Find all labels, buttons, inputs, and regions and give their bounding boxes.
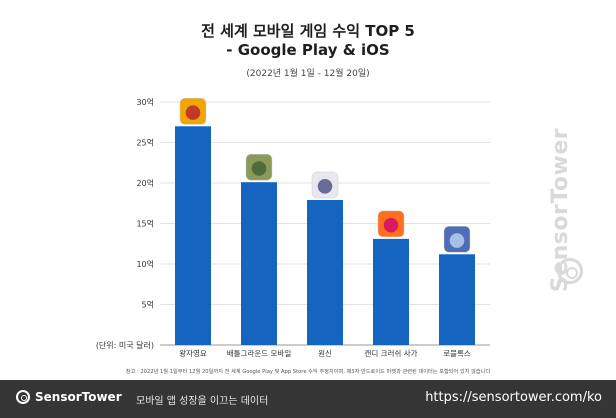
chart-title: 전 세계 모바일 게임 수익 TOP 5 [201, 22, 415, 40]
roblox-icon [443, 226, 471, 253]
footer-logo: SensorTower [16, 390, 122, 404]
chart-title-line2: - Google Play & iOS [226, 41, 390, 59]
y-tick-label: 5억 [142, 300, 154, 310]
y-tick-label: 25억 [136, 138, 154, 148]
x-category-label: 캔디 크러쉬 사가 [364, 348, 417, 358]
bar-chart: 5억 10억 15억 20억 25억 30억 (단위: 미국 달러) 왕자영요 배틀그라운드 모… [96, 97, 490, 358]
watermark: SensorTower [548, 127, 573, 293]
y-tick-label: 10억 [136, 259, 154, 269]
chart-period: (2022년 1월 1일 - 12월 20일) [246, 69, 370, 79]
pubg-mobile-icon [245, 153, 273, 181]
x-category-label: 원신 [318, 349, 332, 358]
bar [307, 200, 343, 345]
x-category-label: 로블록스 [443, 349, 471, 358]
y-tick-label: 20억 [136, 178, 154, 188]
bar [373, 238, 409, 345]
footer-bar: SensorTower 모바일 앱 성장을 이끄는 데이터 https://se… [0, 380, 616, 418]
sensortower-logo-icon [16, 390, 30, 404]
y-tick-label: 15억 [136, 219, 154, 229]
x-category-label: 배틀그라운드 모바일 [227, 348, 292, 358]
bar [439, 254, 475, 345]
footer-tagline: 모바일 앱 성장을 이끄는 데이터 [136, 396, 269, 407]
bar [241, 182, 277, 345]
footer-brand: SensorTower [35, 390, 122, 404]
genshin-impact-icon [311, 171, 339, 199]
y-tick-label: 30억 [136, 97, 154, 107]
candy-crush-icon [377, 210, 405, 238]
sensortower-watermark-icon [557, 258, 583, 284]
bar [175, 126, 211, 345]
footer-url[interactable]: https://sensortower.com/ko [425, 390, 602, 405]
footnote: 참고 : 2022년 1월 1일부터 12월 20일까지 전 세계 Google… [125, 369, 491, 375]
honor-of-kings-icon [179, 98, 207, 125]
unit-label: (단위: 미국 달러) [96, 340, 154, 350]
x-category-label: 왕자영요 [179, 348, 207, 358]
